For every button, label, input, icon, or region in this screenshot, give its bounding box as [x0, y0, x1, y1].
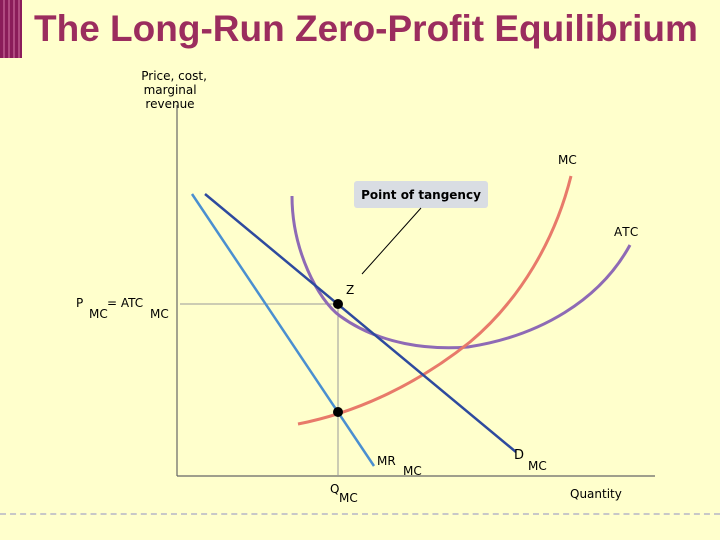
- demand-subscript: MC: [528, 459, 547, 473]
- mr-curve: [190, 193, 376, 467]
- price-equals-atc-label: = ATC: [107, 296, 143, 310]
- atc-label: ATC: [614, 225, 639, 239]
- y-axis-label-line-1: Price, cost,: [141, 69, 207, 83]
- title-accent-bar: [0, 0, 22, 58]
- demand-curve: [204, 193, 517, 453]
- y-axis-label-line-2: marginal: [144, 83, 197, 97]
- mr-subscript: MC: [403, 464, 422, 478]
- callout-box: [354, 181, 488, 208]
- mc-label: MC: [558, 153, 577, 167]
- y-axis-label-line-3: revenue: [145, 97, 194, 111]
- point-z-label: Z: [346, 283, 354, 297]
- slide-title: The Long-Run Zero-Profit Equilibrium: [34, 8, 698, 49]
- price-p-subscript: MC: [89, 307, 108, 321]
- callout-pointer: [361, 207, 422, 275]
- demand-label: D: [514, 448, 524, 463]
- x-axis-label: Quantity: [570, 487, 622, 501]
- callout-text: Point of tangency: [361, 188, 481, 202]
- mr-label: MR: [377, 454, 396, 468]
- atc-curve: [290, 195, 632, 350]
- quantity-q-subscript: MC: [339, 491, 358, 505]
- quantity-q-label: Q: [330, 482, 339, 496]
- price-p-label: P: [76, 296, 83, 310]
- y-axis-label: Price, cost, marginal revenue: [141, 69, 210, 111]
- footer-dashed-rule: [0, 513, 720, 515]
- mr-mc-intersection-point: [333, 407, 343, 417]
- mc-curve: [297, 175, 573, 426]
- tangency-point-z: [333, 299, 343, 309]
- price-atc-subscript: MC: [150, 307, 169, 321]
